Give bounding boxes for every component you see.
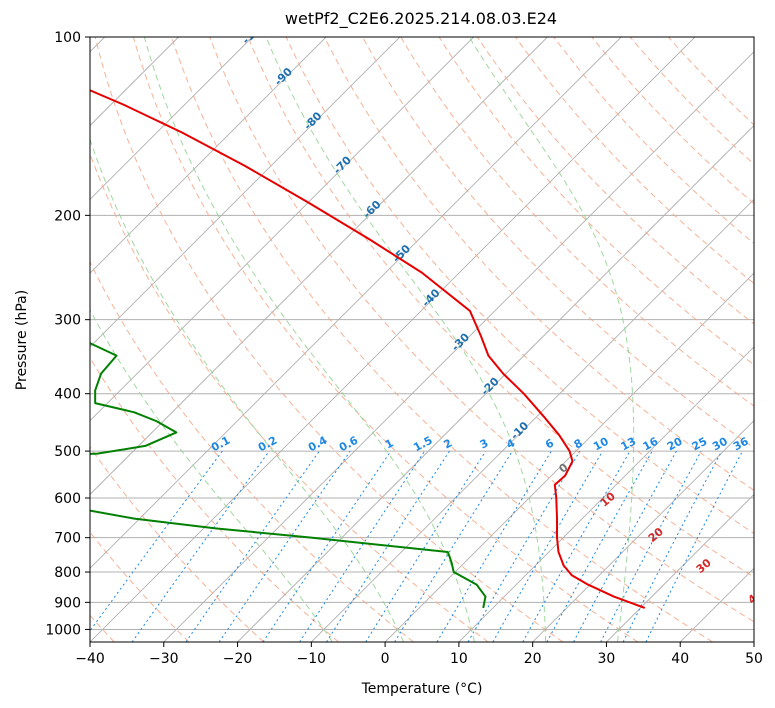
y-tick-label: 900 xyxy=(54,595,81,611)
mixing-ratio-label: 10 xyxy=(591,435,611,454)
x-tick-label: −30 xyxy=(149,651,179,667)
moist-adiabat xyxy=(90,308,333,642)
y-tick-label: 400 xyxy=(54,387,81,403)
mixing-ratio-line xyxy=(262,450,392,642)
dewpoint-profile xyxy=(90,342,487,609)
x-tick-label: −10 xyxy=(297,651,327,667)
x-axis-label: Temperature (°C) xyxy=(361,681,483,697)
mixing-ratio-line xyxy=(185,450,320,642)
dry-adiabat xyxy=(247,37,754,578)
isotherm-line xyxy=(90,37,327,274)
dry-adiabat xyxy=(400,37,754,407)
dry-adiabat xyxy=(629,37,754,165)
moist-adiabat xyxy=(265,37,547,642)
dry-adiabat xyxy=(438,37,754,366)
mixing-ratio-line xyxy=(573,450,677,642)
isotherm-line xyxy=(90,37,253,200)
x-tick-label: 40 xyxy=(671,651,689,667)
mixing-ratio-label: 25 xyxy=(690,435,710,454)
mixing-ratio-line xyxy=(394,450,513,642)
x-tick-label: 10 xyxy=(450,651,468,667)
dry-adiabat xyxy=(90,446,265,642)
axes: −40 −30 −20 −10 0 10 20 30 40 50 100 200 300 400 500 60… xyxy=(45,30,763,667)
moist-adiabat xyxy=(143,37,475,642)
dry-adiabat xyxy=(132,37,639,642)
x-tick-label: −20 xyxy=(223,651,253,667)
mixing-ratio-line xyxy=(600,450,702,642)
chart-title: wetPf2_C2E6.2025.214.08.03.E24 xyxy=(285,9,557,29)
mixing-ratio-label: 36 xyxy=(731,435,751,454)
lifted-index-label: 40 xyxy=(745,587,765,607)
isotherm-line xyxy=(458,346,754,642)
mixing-ratio-label: 20 xyxy=(665,435,685,454)
isotherm-line xyxy=(606,493,754,642)
mixing-ratio-line xyxy=(299,450,426,642)
y-tick-label: 200 xyxy=(54,208,81,224)
y-axis-label: Pressure (hPa) xyxy=(14,290,30,390)
mixing-ratio-label: 13 xyxy=(619,435,639,454)
isotherm-line xyxy=(90,37,622,569)
dry-adiabat xyxy=(209,37,754,623)
x-tick-label: 50 xyxy=(745,651,763,667)
y-tick-label: 300 xyxy=(54,313,81,329)
mixing-ratio-line xyxy=(131,450,270,642)
x-tick-label: 20 xyxy=(524,651,542,667)
moist-adiabat xyxy=(90,137,405,642)
plot-frame xyxy=(89,36,755,643)
dry-adiabat xyxy=(94,37,564,642)
mixing-ratio-line xyxy=(492,450,604,642)
y-tick-label: 800 xyxy=(54,565,81,581)
isotherm-line xyxy=(90,37,474,422)
mixing-ratio-line xyxy=(622,450,723,642)
isotherm-line xyxy=(90,37,401,348)
isotherm-line xyxy=(90,37,548,496)
temperature-profile xyxy=(90,89,646,609)
dry-adiabat xyxy=(90,260,414,642)
isotherm-line xyxy=(384,272,754,642)
mixing-ratio-line xyxy=(218,450,351,642)
y-tick-label: 600 xyxy=(54,491,81,507)
isotherm-line xyxy=(163,51,754,642)
x-tick-label: 0 xyxy=(381,651,390,667)
y-tick-label: 500 xyxy=(54,444,81,460)
mixing-ratio-line xyxy=(546,450,653,642)
y-tick-label: 700 xyxy=(54,531,81,547)
x-tick-label: 30 xyxy=(598,651,616,667)
dry-adiabat xyxy=(362,37,754,449)
mixing-ratio-line xyxy=(522,450,631,642)
mixing-ratio-label: 16 xyxy=(641,435,661,454)
isotherm-line xyxy=(90,37,696,642)
isotherm-line xyxy=(532,420,754,642)
mixing-ratio-label: 30 xyxy=(710,435,730,454)
mixing-ratio-line xyxy=(645,450,743,642)
y-tick-label: 1000 xyxy=(45,622,81,638)
mixing-ratio-line xyxy=(467,450,581,642)
dry-adiabat xyxy=(323,37,754,491)
mixing-ratio-line xyxy=(436,450,552,642)
dry-adiabat xyxy=(515,37,754,285)
y-tick-label: 100 xyxy=(54,30,81,46)
x-tick-label: −40 xyxy=(75,651,105,667)
